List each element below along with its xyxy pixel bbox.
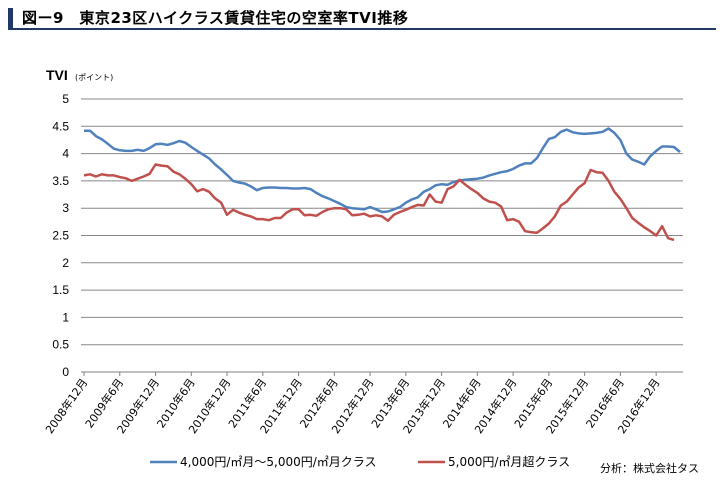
grid-lines <box>81 98 683 373</box>
chart-title: 図ー9 東京23区ハイクラス賃貸住宅の空室率TVI推移 <box>22 9 409 27</box>
title-bar: 図ー9 東京23区ハイクラス賃貸住宅の空室率TVI推移 <box>8 6 716 30</box>
y-tick-label: 1.5 <box>52 283 69 297</box>
y-tick-label: 0 <box>62 365 69 379</box>
y-axis-label: TVI <box>46 67 68 83</box>
y-tick-label: 4 <box>62 147 69 161</box>
y-axis-label-group: TVI (ポイント) <box>46 67 113 83</box>
y-axis-ticks: 0 0.5 1 1.5 2 2.5 3 3.5 4 4.5 5 <box>52 92 69 379</box>
series-line-1 <box>84 127 681 214</box>
y-tick-label: 3 <box>62 201 69 215</box>
y-tick-label: 5 <box>62 92 69 106</box>
series-line-2 <box>83 163 675 242</box>
y-axis-unit: (ポイント) <box>75 73 113 82</box>
y-tick-label: 0.5 <box>52 338 69 352</box>
x-axis-ticks: 2008年12月2009年6月2009年12月2010年6月2010年12月20… <box>42 372 663 436</box>
legend: 4,000円/㎡月～5,000円/㎡月クラス 5,000円/㎡月超クラス <box>150 454 570 469</box>
title-accent-bar <box>8 8 13 28</box>
source-note: 分析：株式会社タス <box>600 462 699 475</box>
legend-label-2: 5,000円/㎡月超クラス <box>448 454 570 469</box>
y-tick-label: 4.5 <box>52 119 69 133</box>
y-tick-label: 2.5 <box>52 229 69 243</box>
y-tick-label: 2 <box>62 256 69 270</box>
y-tick-label: 1 <box>62 310 69 324</box>
legend-label-1: 4,000円/㎡月～5,000円/㎡月クラス <box>180 455 377 469</box>
y-tick-label: 3.5 <box>52 174 69 188</box>
series-lines <box>83 127 681 242</box>
x-tick-label: 2008年12月 <box>42 376 90 436</box>
